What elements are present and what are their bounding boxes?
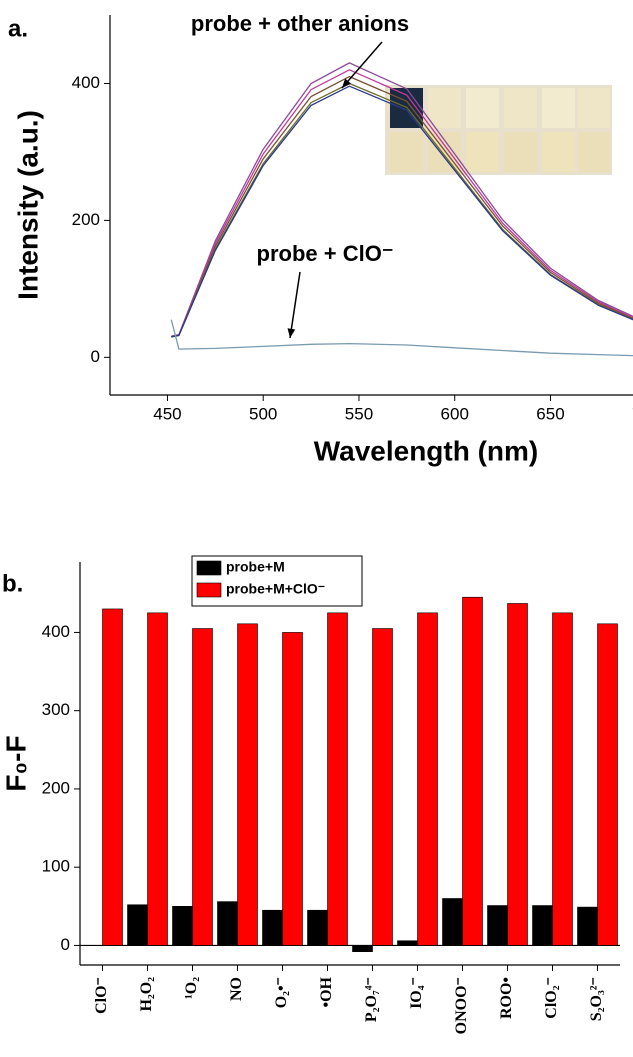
x-tick-label: O₂•⁻	[273, 977, 290, 1008]
arrow-head	[287, 328, 296, 338]
legend-label: probe+M	[226, 559, 285, 575]
annotation: probe + ClO⁻	[257, 241, 394, 266]
bar	[552, 612, 573, 946]
bar	[372, 628, 393, 946]
y-tick-label: 0	[91, 347, 100, 366]
x-tick-label: ClO₂⁻	[543, 977, 560, 1019]
legend-swatch	[196, 560, 222, 576]
x-tick-label: S₂O₃²⁻	[588, 977, 605, 1021]
x-tick-label: ClO⁻	[93, 977, 110, 1014]
bar	[147, 612, 168, 946]
arrow-head	[342, 78, 351, 88]
legend-label: probe+M+ClO⁻	[226, 581, 325, 597]
y-tick-label: 200	[72, 210, 100, 229]
bar	[532, 905, 553, 946]
spectrum-line	[171, 62, 633, 337]
x-tick-label: •OH	[318, 976, 335, 1007]
x-tick-label: NO	[228, 977, 245, 1001]
x-axis-label: Wavelength (nm)	[314, 435, 539, 466]
bar	[237, 623, 258, 946]
chart-title: a.	[8, 15, 28, 42]
x-tick-label: ONOO⁻	[453, 977, 470, 1034]
x-tick-label: P₂O₇⁴⁻	[363, 977, 380, 1022]
legend-swatch	[196, 582, 222, 598]
bar	[397, 940, 418, 946]
y-tick-label: 200	[42, 778, 70, 797]
x-tick-label: 550	[345, 404, 373, 423]
y-axis-label: Intensity (a.u.)	[12, 110, 43, 300]
arrow-shaft	[289, 271, 301, 339]
annotation: probe + other anions	[191, 11, 409, 36]
spectrum-line	[171, 69, 633, 338]
bar	[262, 909, 283, 946]
x-tick-label: IO₄⁻	[408, 977, 425, 1009]
bar	[307, 909, 328, 946]
bar	[507, 603, 528, 946]
chart-title: b.	[2, 570, 23, 597]
x-tick-label: ¹O₂	[183, 977, 200, 999]
x-tick-label: 650	[536, 404, 564, 423]
y-tick-label: 400	[42, 622, 70, 641]
bar	[282, 632, 303, 946]
y-tick-label: 300	[42, 700, 70, 719]
bar	[327, 612, 348, 946]
bar	[172, 906, 193, 946]
bar	[127, 904, 148, 946]
bar	[217, 901, 238, 946]
bar	[102, 608, 123, 946]
x-tick-label: ROO•	[498, 977, 515, 1019]
bar	[442, 898, 463, 946]
x-tick-label: 500	[249, 404, 277, 423]
bar	[597, 623, 618, 946]
y-tick-label: 400	[72, 73, 100, 92]
bar	[352, 945, 373, 952]
inset-photo	[385, 85, 612, 175]
x-tick-label: 600	[441, 404, 469, 423]
bar	[462, 596, 483, 946]
x-tick-label: H₂O₂	[138, 977, 155, 1012]
bar	[417, 612, 438, 946]
y-axis-label: F₀-F	[0, 735, 31, 791]
x-tick-label: 450	[153, 404, 181, 423]
y-tick-label: 0	[61, 935, 70, 954]
arrow-shaft	[341, 41, 383, 89]
y-tick-label: 100	[42, 857, 70, 876]
spectrum-line	[171, 85, 633, 338]
bar	[577, 906, 598, 946]
bar	[487, 905, 508, 946]
bar	[192, 628, 213, 946]
spectrum-line	[171, 75, 633, 338]
spectrum-line	[170, 319, 633, 357]
